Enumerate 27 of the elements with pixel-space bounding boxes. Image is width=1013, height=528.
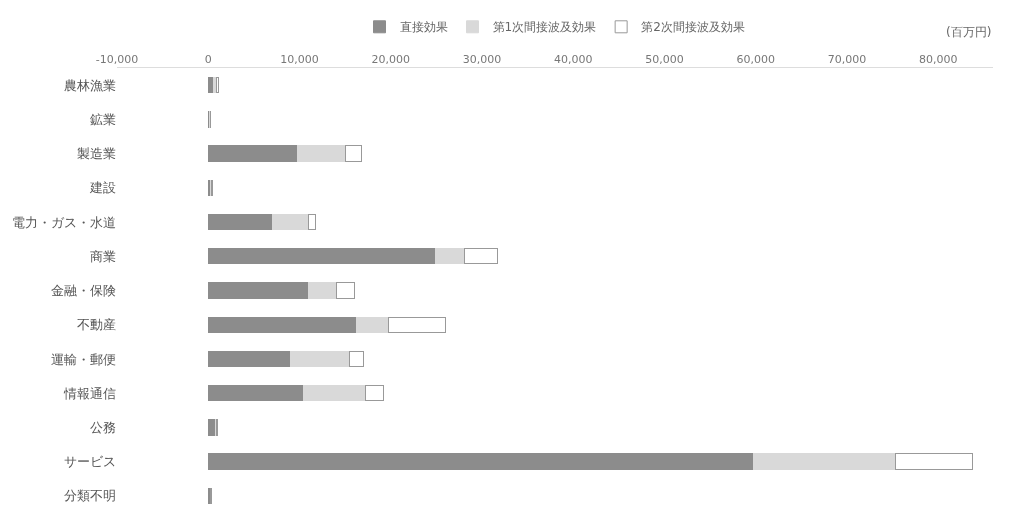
y-tick-label: 商業: [90, 248, 116, 264]
legend-label: 直接効果: [399, 20, 448, 35]
x-tick-label: 20,000: [371, 52, 410, 66]
x-tick-label: 60,000: [736, 52, 775, 66]
y-tick-label: 電力・ガス・水道: [12, 214, 116, 230]
x-tick-label: 80,000: [919, 52, 958, 66]
text: (百万円): [946, 25, 992, 39]
y-tick-label: 情報通信: [63, 385, 116, 401]
y-tick-label: サービス: [64, 454, 116, 470]
y-tick-label: 不動産: [77, 317, 116, 333]
x-tick-label: 50,000: [645, 52, 684, 66]
y-tick-label: 建設: [89, 180, 116, 196]
legend-label: 第2次間接波及効果: [641, 20, 745, 35]
y-tick-label: 鉱業: [90, 111, 116, 127]
x-tick-label: 40,000: [554, 52, 593, 66]
x-tick-label: 10,000: [280, 52, 319, 66]
y-tick-label: 農林漁業: [64, 77, 116, 93]
x-tick-label: -10,000: [95, 52, 139, 66]
x-tick-label: 30,000: [462, 52, 502, 66]
y-tick-label: 公務: [90, 419, 116, 435]
y-tick-label: 金融・保険: [51, 283, 116, 299]
legend-label: 第1次間接波及効果: [492, 20, 597, 35]
x-tick-label: 70,000: [827, 52, 867, 66]
y-tick-label: 運輸・郵便: [51, 351, 116, 367]
y-tick-label: 製造業: [77, 146, 116, 162]
x-tick-label: 0: [204, 52, 212, 66]
y-tick-label: 分類不明: [64, 488, 116, 504]
